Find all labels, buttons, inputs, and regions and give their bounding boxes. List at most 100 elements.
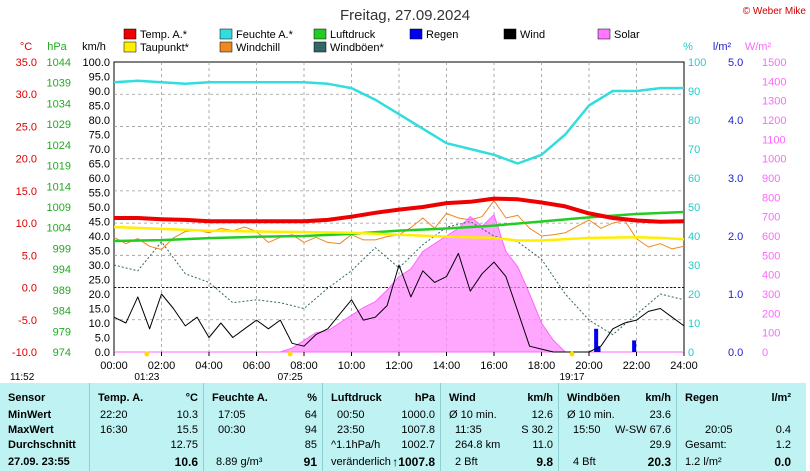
col-temp: Temp. A. °C 22:20 10.3 16:30 15.5 12.75 … — [89, 383, 204, 471]
x-tick-label: 24:00 — [670, 360, 698, 372]
rain-tick-label: 0.0 — [728, 347, 743, 359]
kmh-tick-label: 65.0 — [89, 159, 110, 171]
hpa-tick-label: 1034 — [47, 98, 71, 110]
solar-tick-label: 100 — [762, 328, 780, 340]
legend-label: Windböen* — [330, 42, 385, 54]
hdr-sensor: Sensor — [8, 392, 46, 404]
legend-label: Wind — [520, 29, 545, 41]
press-max: 1007.8 — [401, 424, 435, 436]
rain-bar — [594, 328, 599, 352]
chart-title: Freitag, 27.09.2024 — [340, 7, 470, 24]
x-tick-label: 08:00 — [290, 360, 318, 372]
solar-tick-label: 1200 — [762, 115, 786, 127]
col-rain: Regen l/m² 20:05 0.4 Gesamt: 1.2 1.2 l/m… — [676, 383, 797, 471]
chart-series — [113, 79, 685, 353]
hpa-tick-label: 1019 — [47, 161, 71, 173]
hdr-rain-unit: l/m² — [771, 392, 791, 404]
hpa-tick-label: 994 — [53, 264, 71, 276]
solar-tick-label: 600 — [762, 231, 780, 243]
legend-swatch — [409, 28, 423, 40]
kmh-tick-label: 0.0 — [95, 347, 110, 359]
press-tendency: veränderlich — [331, 456, 391, 468]
x-tick-label: 10:00 — [338, 360, 366, 372]
temp-tick-label: 35.0 — [16, 57, 37, 69]
col-humidity: Feuchte A. % 17:05 64 00:30 94 85 8.89 g… — [203, 383, 323, 471]
kmh-tick-label: 100.0 — [82, 57, 110, 69]
wind-max: S 30.2 — [521, 424, 553, 436]
rain-max-time: 20:05 — [705, 424, 733, 436]
wind-current: 9.8 — [536, 455, 553, 469]
humidity-tick-label: 80 — [688, 115, 700, 127]
x-tick-label: 18:00 — [528, 360, 556, 372]
humidity-tick-label: 90 — [688, 86, 700, 98]
hpa-tick-label: 989 — [53, 285, 71, 297]
hum-current: 91 — [303, 455, 317, 469]
chart-legend: Temp. A.* Feuchte A.* Luftdruck Regen Wind So… — [123, 28, 640, 54]
press-avg: 1002.7 — [401, 439, 435, 451]
kmh-tick-label: 70.0 — [89, 144, 110, 156]
kmh-tick-label: 35.0 — [89, 246, 110, 258]
temp-current: 10.6 — [174, 455, 198, 469]
press-current: ↑1007.8 — [392, 455, 435, 469]
rain-tick-label: 3.0 — [728, 173, 743, 185]
series-taupunkt- — [113, 225, 685, 242]
legend-label: Temp. A.* — [140, 29, 188, 41]
temp-max: 15.5 — [176, 424, 198, 436]
humidity-tick-label: 10 — [688, 318, 700, 330]
kmh-tick-label: 10.0 — [89, 318, 110, 330]
x-tick-label: 06:00 — [243, 360, 271, 372]
wind-avg10: 12.6 — [531, 409, 553, 421]
humidity-tick-label: 50 — [688, 202, 700, 214]
temp-tick-label: 0.0 — [22, 283, 37, 295]
hpa-tick-label: 1029 — [47, 119, 71, 131]
moonrise-marker: 11:52 — [10, 372, 35, 383]
solar-tick-label: 500 — [762, 250, 780, 262]
rain-total: 1.2 — [775, 439, 791, 451]
hum-min-time: 17:05 — [218, 409, 246, 421]
sunset-marker-dot — [569, 351, 575, 357]
moonset-marker: 01:23 — [134, 372, 159, 383]
hpa-tick-label: 1009 — [47, 202, 71, 214]
gust-current: 20.3 — [647, 455, 671, 469]
series-feuchte-a- — [113, 79, 684, 165]
hpa-tick-label: 984 — [53, 306, 71, 318]
hum-avg: 85 — [304, 439, 317, 451]
wind-distance: 264.8 km — [455, 439, 501, 451]
solar-unit: W/m² — [745, 41, 772, 53]
legend-swatch — [219, 41, 233, 53]
hdr-temp: Temp. A. — [98, 392, 144, 404]
temp-tick-label: 10.0 — [16, 218, 37, 230]
series-luftdruck — [113, 210, 685, 243]
temp-tick-label: 30.0 — [16, 89, 37, 101]
press-max-time: 23:50 — [337, 424, 365, 436]
legend-swatch — [597, 28, 611, 40]
time-markers: 11:52 01:23 07:25 19:17 — [10, 351, 585, 383]
wind-avg: 11.0 — [532, 439, 553, 451]
moonset-marker-dot — [144, 351, 150, 357]
temp-max-time: 16:30 — [100, 424, 128, 436]
temp-min: 10.3 — [176, 409, 198, 421]
kmh-tick-label: 90.0 — [89, 86, 110, 98]
gust-avg10-label: Ø 10 min. — [567, 409, 615, 421]
row-label-current: 27.09. 23:55 — [8, 456, 70, 468]
legend-label: Solar — [614, 29, 640, 41]
rain-max: 0.4 — [775, 424, 791, 436]
row-label-min: MinWert — [8, 409, 52, 421]
humidity-tick-label: 40 — [688, 231, 700, 243]
wind-max-time: 11:35 — [455, 424, 482, 436]
sunrise-marker: 07:25 — [278, 372, 303, 383]
rain-tick-label: 5.0 — [728, 57, 743, 69]
rain-current: 0.0 — [774, 455, 791, 469]
sunset-marker: 19:17 — [559, 372, 584, 383]
wind-avg10-label: Ø 10 min. — [449, 409, 497, 421]
legend-label: Feuchte A.* — [236, 29, 294, 41]
hum-min: 64 — [304, 409, 317, 421]
temp-tick-label: -5.0 — [18, 315, 37, 327]
col-gust: Windböen km/h Ø 10 min. 23.6 15:50 W-SW … — [558, 383, 677, 471]
weather-chart: 35.030.025.020.015.010.05.00.0-5.0-10.01… — [10, 6, 806, 383]
legend-label: Taupunkt* — [140, 42, 190, 54]
solar-tick-label: 1300 — [762, 96, 786, 108]
kmh-tick-label: 45.0 — [89, 217, 110, 229]
legend-swatch — [313, 28, 327, 40]
gust-avg: 29.9 — [649, 439, 671, 451]
